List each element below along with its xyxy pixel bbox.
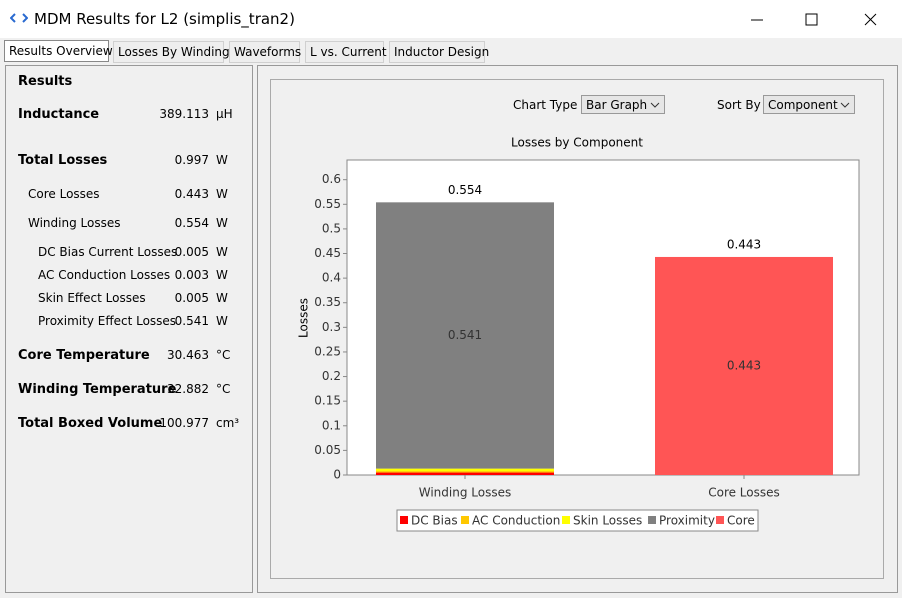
result-label: Skin Effect Losses	[38, 291, 146, 305]
result-unit: °C	[216, 348, 231, 362]
result-value: 0.554	[174, 216, 209, 230]
tab[interactable]: L vs. Current	[305, 41, 387, 63]
result-label: AC Conduction Losses	[38, 268, 171, 282]
tab[interactable]: Results Overview	[4, 40, 113, 62]
sort-by-combo[interactable]: Component	[763, 95, 855, 114]
results-heading: Results	[18, 74, 73, 89]
results-panel	[5, 65, 253, 593]
app-icon	[10, 13, 28, 23]
result-label: Core Losses	[28, 187, 100, 201]
result-value: 100.977	[159, 416, 209, 430]
combo-text: Bar Graph	[586, 98, 648, 112]
result-value: 0.005	[174, 291, 209, 305]
result-unit: W	[216, 187, 228, 201]
result-label: Winding Losses	[28, 216, 121, 230]
result-label: Total Losses	[18, 153, 108, 168]
result-label: Winding Temperature	[18, 382, 177, 397]
chart-type-label: Chart Type	[513, 98, 578, 112]
chart-type-combo[interactable]: Bar Graph	[581, 95, 665, 114]
tab[interactable]: Waveforms	[229, 41, 301, 63]
combo-text: Component	[768, 98, 838, 112]
result-value: 0.997	[174, 153, 209, 167]
result-unit: µH	[216, 107, 233, 121]
result-label: Total Boxed Volume	[18, 416, 163, 431]
result-label: Core Temperature	[18, 348, 150, 363]
tab[interactable]: Inductor Design	[389, 41, 489, 63]
result-unit: W	[216, 153, 228, 167]
tab[interactable]: Losses By Winding	[113, 41, 230, 63]
chart-box	[270, 79, 884, 579]
result-value: 30.463	[167, 348, 209, 362]
title-bar	[0, 0, 902, 38]
result-unit: °C	[216, 382, 231, 396]
result-value: 389.113	[159, 107, 209, 121]
window-buttons[interactable]	[745, 10, 885, 30]
result-value: 0.443	[174, 187, 209, 201]
result-unit: W	[216, 314, 228, 328]
sort-by-label: Sort By	[717, 98, 761, 112]
result-unit: W	[216, 245, 228, 259]
result-value: 0.003	[174, 268, 209, 282]
result-label: Proximity Effect Losses	[38, 314, 177, 328]
result-unit: W	[216, 268, 228, 282]
window-title: MDM Results for L2 (simplis_tran2)	[34, 10, 295, 28]
result-unit: W	[216, 291, 228, 305]
result-value: 32.882	[167, 382, 209, 396]
result-label: DC Bias Current Losses	[38, 245, 178, 259]
result-unit: cm³	[216, 416, 240, 430]
result-unit: W	[216, 216, 228, 230]
result-value: 0.541	[174, 314, 209, 328]
result-label: Inductance	[18, 107, 100, 122]
result-value: 0.005	[174, 245, 209, 259]
